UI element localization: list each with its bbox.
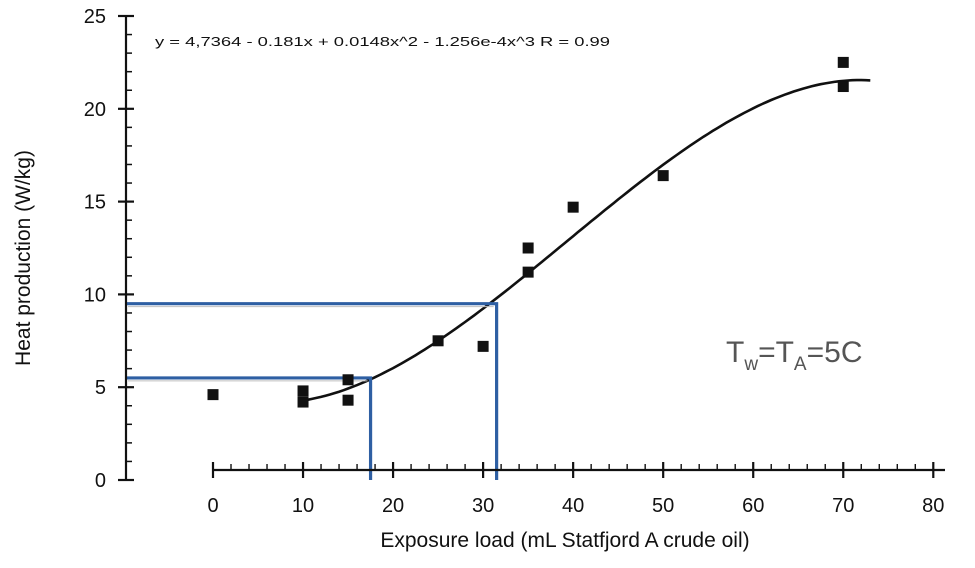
y-minor-ticks bbox=[126, 33, 132, 463]
annotation-eq: =T bbox=[758, 336, 794, 369]
y-tick-label-25: 25 bbox=[84, 6, 106, 28]
x-tick-label-70: 70 bbox=[832, 495, 854, 517]
x-tick-label-30: 30 bbox=[472, 495, 494, 517]
x-tick-label-80: 80 bbox=[922, 495, 944, 517]
annotation-rest: =5C bbox=[807, 336, 863, 369]
reference-line-1 bbox=[126, 376, 373, 480]
data-point bbox=[522, 266, 534, 278]
fit-curve bbox=[302, 78, 871, 402]
data-point bbox=[342, 394, 354, 406]
x-axis: 0 10 20 30 40 50 60 70 80 bbox=[207, 462, 945, 517]
x-minor-ticks bbox=[230, 464, 916, 470]
data-point bbox=[837, 56, 849, 68]
data-point bbox=[207, 389, 219, 401]
y-tick-label-15: 15 bbox=[84, 192, 106, 214]
y-ticks: 0 5 10 15 20 25 bbox=[84, 6, 134, 492]
y-tick-label-20: 20 bbox=[84, 99, 106, 121]
fit-equation: y = 4,7364 - 0.181x + 0.0148x^2 - 1.256e… bbox=[155, 34, 610, 49]
fit-curve-layer bbox=[302, 78, 871, 402]
x-tick-label-20: 20 bbox=[382, 495, 404, 517]
data-point bbox=[297, 396, 309, 408]
data-point bbox=[297, 385, 309, 397]
x-tick-label-10: 10 bbox=[292, 495, 314, 517]
x-ticks: 0 10 20 30 40 50 60 70 80 bbox=[207, 462, 944, 517]
temperature-annotation: Tw=TA=5C bbox=[726, 336, 862, 375]
data-point bbox=[657, 170, 669, 182]
annotation-sub-w: w bbox=[743, 354, 758, 375]
x-tick-label-50: 50 bbox=[652, 495, 674, 517]
y-tick-label-5: 5 bbox=[95, 377, 106, 399]
x-tick-label-60: 60 bbox=[742, 495, 764, 517]
y-tick-label-10: 10 bbox=[84, 284, 106, 306]
reference-line-2 bbox=[126, 302, 499, 480]
data-point bbox=[477, 340, 489, 352]
y-tick-label-0: 0 bbox=[95, 470, 106, 492]
data-point bbox=[567, 201, 579, 213]
y-axis: 0 5 10 15 20 25 bbox=[84, 6, 134, 492]
data-point bbox=[522, 242, 534, 254]
annotation-t: T bbox=[726, 336, 744, 369]
y-axis-label: Heat production (W/kg) bbox=[12, 150, 35, 366]
data-points bbox=[207, 56, 849, 408]
x-axis-label: Exposure load (mL Statfjord A crude oil) bbox=[380, 529, 749, 552]
x-tick-label-0: 0 bbox=[207, 495, 218, 517]
annotation-sub-a: A bbox=[794, 354, 807, 375]
reference-lines bbox=[126, 302, 499, 480]
data-point bbox=[342, 374, 354, 386]
data-point bbox=[837, 81, 849, 93]
data-point bbox=[432, 335, 444, 347]
x-tick-label-40: 40 bbox=[562, 495, 584, 517]
